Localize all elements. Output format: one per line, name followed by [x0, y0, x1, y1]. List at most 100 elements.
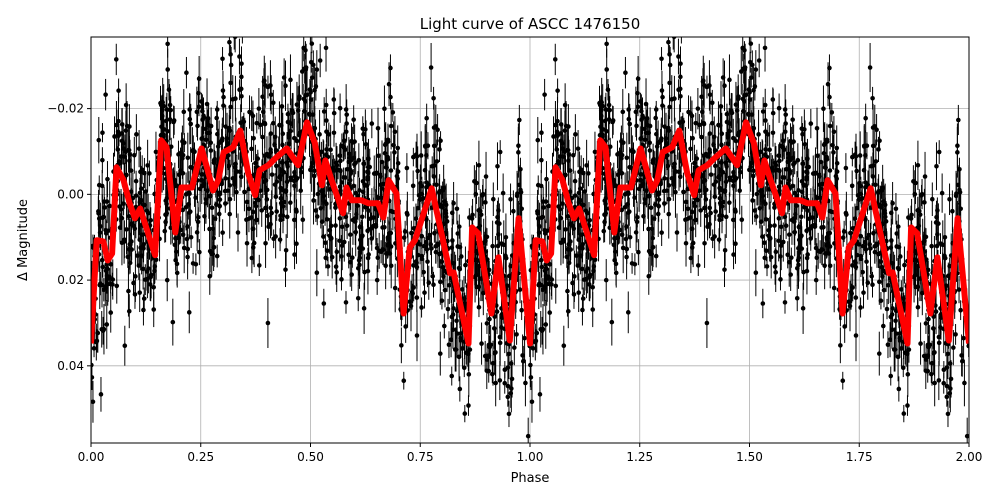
- data-point: [366, 252, 371, 257]
- data-point: [529, 375, 534, 380]
- data-point: [133, 292, 138, 297]
- data-point: [422, 290, 427, 295]
- data-point: [539, 130, 544, 135]
- data-point: [430, 274, 435, 279]
- data-point: [312, 88, 317, 93]
- data-point: [632, 195, 637, 200]
- data-point: [153, 264, 158, 269]
- data-point: [495, 309, 500, 314]
- data-point: [311, 198, 316, 203]
- data-point: [630, 261, 635, 266]
- data-point: [688, 147, 693, 152]
- data-point: [304, 65, 309, 70]
- data-point: [506, 395, 511, 400]
- data-point: [212, 245, 217, 250]
- data-point: [324, 46, 329, 51]
- data-point: [484, 174, 489, 179]
- data-point: [187, 210, 192, 215]
- data-point: [739, 217, 744, 222]
- data-point: [134, 193, 139, 198]
- data-point: [541, 205, 546, 210]
- data-point: [553, 123, 558, 128]
- data-point: [97, 216, 102, 221]
- data-point: [563, 103, 568, 108]
- data-point: [947, 197, 952, 202]
- data-point: [318, 58, 323, 63]
- data-point: [653, 116, 658, 121]
- data-point: [691, 241, 696, 246]
- data-point: [606, 87, 611, 92]
- data-point: [724, 215, 729, 220]
- data-point: [830, 143, 835, 148]
- data-point: [333, 223, 338, 228]
- data-point: [392, 150, 397, 155]
- data-point: [890, 306, 895, 311]
- data-point: [215, 254, 220, 259]
- data-point: [499, 325, 504, 330]
- data-point: [105, 267, 110, 272]
- data-point: [476, 285, 481, 290]
- data-point: [117, 204, 122, 209]
- data-point: [294, 209, 299, 214]
- data-point: [217, 204, 222, 209]
- data-point: [537, 230, 542, 235]
- data-point: [801, 182, 806, 187]
- data-point: [108, 282, 113, 287]
- data-point: [626, 107, 631, 112]
- data-point: [809, 121, 814, 126]
- data-point: [284, 248, 289, 253]
- data-point: [441, 265, 446, 270]
- data-point: [205, 188, 210, 193]
- data-point: [669, 97, 674, 102]
- data-point: [937, 378, 942, 383]
- data-point: [719, 131, 724, 136]
- data-point: [197, 250, 202, 255]
- data-point: [858, 153, 863, 158]
- data-point: [193, 195, 198, 200]
- data-point: [504, 256, 509, 261]
- data-point: [863, 116, 868, 121]
- data-point: [838, 343, 843, 348]
- data-point: [315, 67, 320, 72]
- data-point: [828, 168, 833, 173]
- data-point: [844, 166, 849, 171]
- data-point: [841, 235, 846, 240]
- data-point: [770, 166, 775, 171]
- data-point: [99, 392, 104, 397]
- data-point: [556, 204, 561, 209]
- data-point: [850, 184, 855, 189]
- data-point: [646, 227, 651, 232]
- data-point: [252, 241, 257, 246]
- data-point: [542, 92, 547, 97]
- data-point: [753, 19, 758, 24]
- data-point: [389, 124, 394, 129]
- data-point: [95, 331, 100, 336]
- data-point: [731, 218, 736, 223]
- data-point: [501, 243, 506, 248]
- data-point: [409, 231, 414, 236]
- data-point: [869, 274, 874, 279]
- data-point: [883, 211, 888, 216]
- data-point: [100, 258, 105, 263]
- data-point: [262, 78, 267, 83]
- data-point: [702, 178, 707, 183]
- data-point: [757, 58, 762, 63]
- data-point: [514, 332, 519, 337]
- data-point: [100, 158, 105, 163]
- data-point: [573, 132, 578, 137]
- data-point: [830, 110, 835, 115]
- data-point: [536, 216, 541, 221]
- data-point: [415, 295, 420, 300]
- data-point: [126, 148, 131, 153]
- data-point: [723, 188, 728, 193]
- data-point: [208, 194, 213, 199]
- data-point: [411, 285, 416, 290]
- data-point: [876, 147, 881, 152]
- data-point: [850, 285, 855, 290]
- data-point: [338, 159, 343, 164]
- data-point: [255, 156, 260, 161]
- data-point: [458, 387, 463, 392]
- data-point: [724, 180, 729, 185]
- data-point: [763, 46, 768, 51]
- data-point: [287, 142, 292, 147]
